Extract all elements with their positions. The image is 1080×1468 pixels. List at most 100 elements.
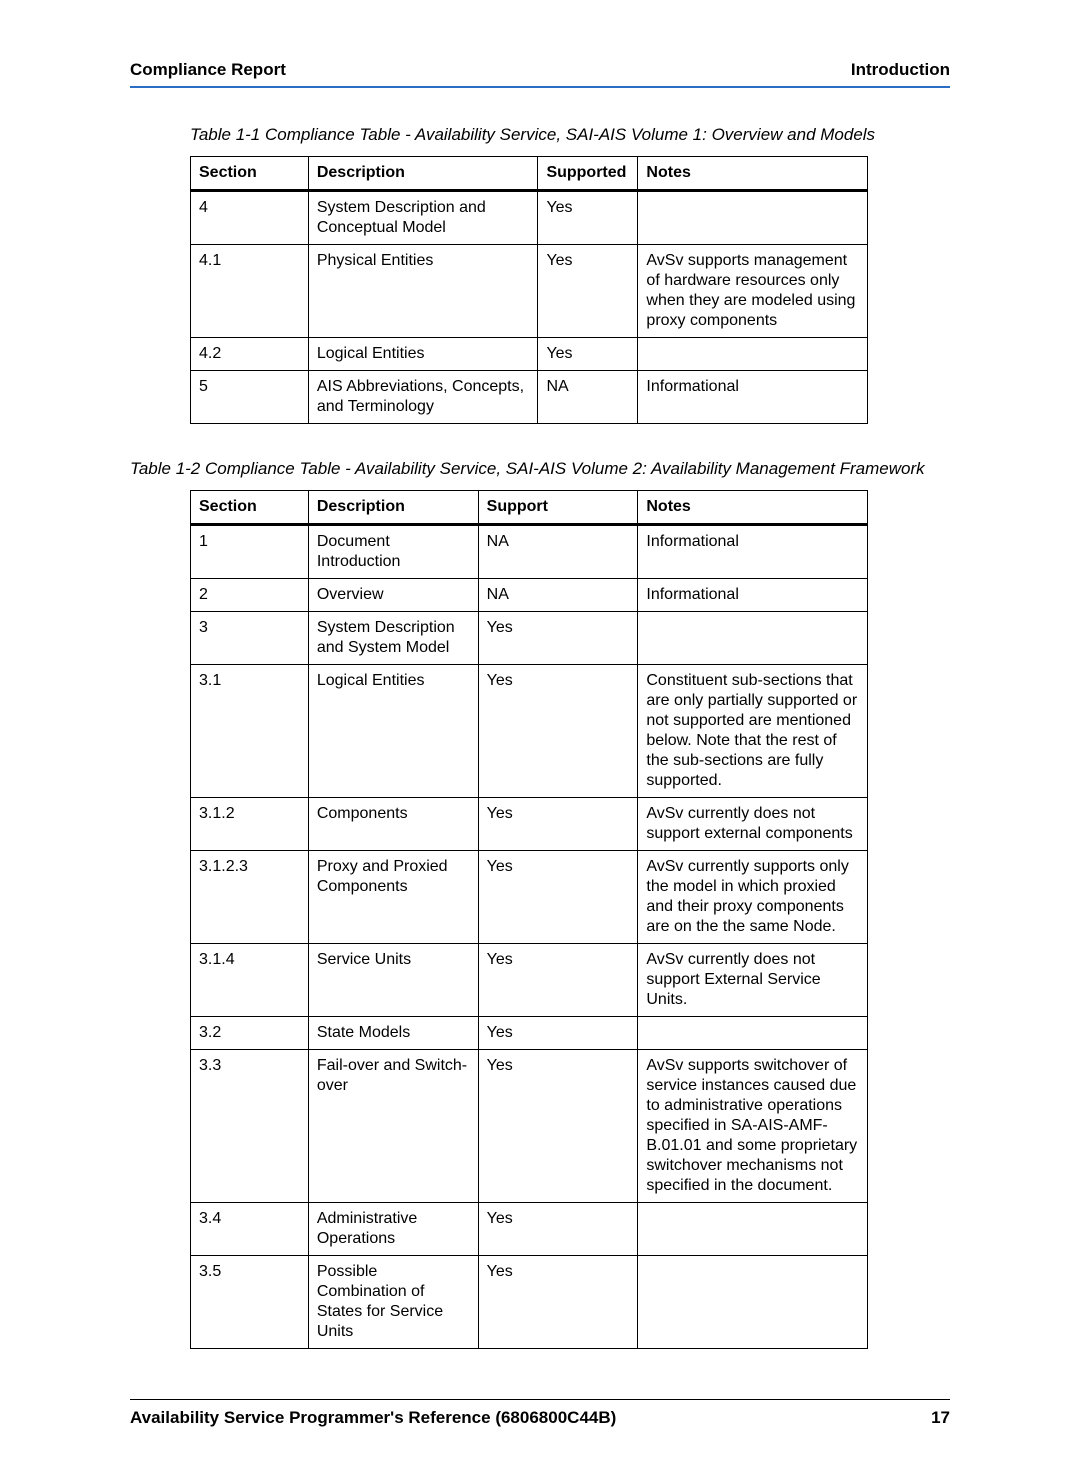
page-header: Compliance Report Introduction (130, 60, 950, 86)
table1-header-row: Section Description Supported Notes (191, 157, 868, 191)
table2-cell-supported: Yes (478, 665, 638, 798)
table2-cell-notes (638, 1203, 868, 1256)
table-row: 5AIS Abbreviations, Concepts, and Termin… (191, 371, 868, 424)
table1-cell-description: Logical Entities (308, 338, 538, 371)
table2-cell-section: 3.1 (191, 665, 309, 798)
table-row: 1Document IntroductionNAInformational (191, 525, 868, 579)
table1-cell-supported: Yes (538, 338, 638, 371)
table2-cell-section: 3.1.4 (191, 944, 309, 1017)
table-row: 3.1.2ComponentsYesAvSv currently does no… (191, 798, 868, 851)
table2-cell-supported: Yes (478, 851, 638, 944)
table-row: 3System Description and System ModelYes (191, 612, 868, 665)
table-row: 3.1Logical EntitiesYesConstituent sub-se… (191, 665, 868, 798)
table2-cell-supported: Yes (478, 798, 638, 851)
table-row: 4.2Logical EntitiesYes (191, 338, 868, 371)
table2-cell-section: 1 (191, 525, 309, 579)
table1-cell-section: 4.2 (191, 338, 309, 371)
table1-cell-description: System Description and Conceptual Model (308, 191, 538, 245)
table2-cell-section: 3.1.2.3 (191, 851, 309, 944)
table2-cell-notes (638, 612, 868, 665)
table2-cell-section: 3.5 (191, 1256, 309, 1349)
table2-col-support: Support (478, 491, 638, 525)
table2-header-row: Section Description Support Notes (191, 491, 868, 525)
table2-cell-description: Document Introduction (308, 525, 478, 579)
table2-col-description: Description (308, 491, 478, 525)
table2-cell-section: 3.2 (191, 1017, 309, 1050)
table2-cell-description: Proxy and Proxied Components (308, 851, 478, 944)
footer-rule (130, 1399, 950, 1400)
table2-cell-supported: Yes (478, 1203, 638, 1256)
table2-cell-description: System Description and System Model (308, 612, 478, 665)
table2: Section Description Support Notes 1Docum… (190, 490, 868, 1349)
table2-cell-supported: Yes (478, 612, 638, 665)
table2-cell-description: Possible Combination of States for Servi… (308, 1256, 478, 1349)
table2-cell-supported: NA (478, 525, 638, 579)
table1-cell-section: 4 (191, 191, 309, 245)
header-rule (130, 86, 950, 88)
table1-cell-description: Physical Entities (308, 245, 538, 338)
header-left: Compliance Report (130, 60, 286, 80)
table2-cell-supported: Yes (478, 1050, 638, 1203)
table-row: 3.2State ModelsYes (191, 1017, 868, 1050)
table2-cell-section: 3 (191, 612, 309, 665)
table2-cell-section: 3.4 (191, 1203, 309, 1256)
table-row: 4System Description and Conceptual Model… (191, 191, 868, 245)
table1-cell-notes (638, 338, 868, 371)
table1-cell-notes: AvSv supports management of hardware res… (638, 245, 868, 338)
table2-cell-notes (638, 1017, 868, 1050)
table2-cell-description: State Models (308, 1017, 478, 1050)
table2-cell-supported: Yes (478, 1256, 638, 1349)
page-footer: Availability Service Programmer's Refere… (130, 1408, 950, 1428)
table2-cell-supported: NA (478, 579, 638, 612)
table2-cell-description: Administrative Operations (308, 1203, 478, 1256)
table1-cell-supported: Yes (538, 245, 638, 338)
table2-col-notes: Notes (638, 491, 868, 525)
table2-cell-notes: AvSv currently does not support External… (638, 944, 868, 1017)
table1-col-supported: Supported (538, 157, 638, 191)
table2-cell-supported: Yes (478, 1017, 638, 1050)
document-page: Compliance Report Introduction Table 1-1… (0, 0, 1080, 1468)
table-row: 3.1.4Service UnitsYesAvSv currently does… (191, 944, 868, 1017)
table1: Section Description Supported Notes 4Sys… (190, 156, 868, 424)
table1-cell-supported: NA (538, 371, 638, 424)
header-right: Introduction (851, 60, 950, 80)
table-row: 3.5Possible Combination of States for Se… (191, 1256, 868, 1349)
table1-col-notes: Notes (638, 157, 868, 191)
table2-cell-notes (638, 1256, 868, 1349)
table1-col-description: Description (308, 157, 538, 191)
table2-cell-notes: AvSv supports switchover of service inst… (638, 1050, 868, 1203)
table1-cell-section: 4.1 (191, 245, 309, 338)
table2-cell-description: Logical Entities (308, 665, 478, 798)
table-row: 3.1.2.3Proxy and Proxied ComponentsYesAv… (191, 851, 868, 944)
table1-col-section: Section (191, 157, 309, 191)
table2-caption: Table 1-2 Compliance Table - Availabilit… (130, 458, 950, 480)
table2-cell-notes: AvSv currently supports only the model i… (638, 851, 868, 944)
table2-cell-section: 3.3 (191, 1050, 309, 1203)
table2-col-section: Section (191, 491, 309, 525)
table2-cell-section: 3.1.2 (191, 798, 309, 851)
table-row: 3.4Administrative OperationsYes (191, 1203, 868, 1256)
table2-cell-notes: Constituent sub-sections that are only p… (638, 665, 868, 798)
table-row: 3.3Fail-over and Switch-overYesAvSv supp… (191, 1050, 868, 1203)
table2-cell-description: Overview (308, 579, 478, 612)
table1-cell-notes: Informational (638, 371, 868, 424)
table-row: 4.1Physical EntitiesYesAvSv supports man… (191, 245, 868, 338)
table2-body: 1Document IntroductionNAInformational2Ov… (191, 525, 868, 1349)
table1-cell-supported: Yes (538, 191, 638, 245)
table2-cell-notes: AvSv currently does not support external… (638, 798, 868, 851)
table-row: 2OverviewNAInformational (191, 579, 868, 612)
table2-cell-description: Fail-over and Switch-over (308, 1050, 478, 1203)
table2-cell-description: Components (308, 798, 478, 851)
table1-cell-description: AIS Abbreviations, Concepts, and Termino… (308, 371, 538, 424)
footer-right: 17 (931, 1408, 950, 1428)
table2-cell-supported: Yes (478, 944, 638, 1017)
table2-cell-section: 2 (191, 579, 309, 612)
table2-cell-notes: Informational (638, 579, 868, 612)
table1-body: 4System Description and Conceptual Model… (191, 191, 868, 424)
table1-caption: Table 1-1 Compliance Table - Availabilit… (130, 124, 950, 146)
table1-cell-section: 5 (191, 371, 309, 424)
table2-cell-notes: Informational (638, 525, 868, 579)
table2-cell-description: Service Units (308, 944, 478, 1017)
footer-left: Availability Service Programmer's Refere… (130, 1408, 616, 1428)
table1-cell-notes (638, 191, 868, 245)
